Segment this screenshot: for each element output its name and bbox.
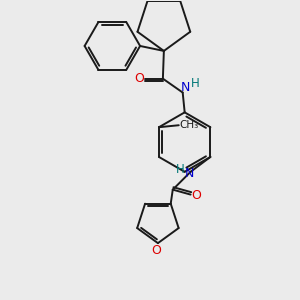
Text: N: N [185, 167, 194, 180]
Text: O: O [192, 189, 202, 202]
Text: H: H [191, 77, 200, 90]
Text: H: H [176, 163, 185, 176]
Text: N: N [181, 81, 190, 94]
Text: CH₃: CH₃ [180, 120, 199, 130]
Text: O: O [151, 244, 161, 256]
Text: O: O [134, 72, 144, 85]
